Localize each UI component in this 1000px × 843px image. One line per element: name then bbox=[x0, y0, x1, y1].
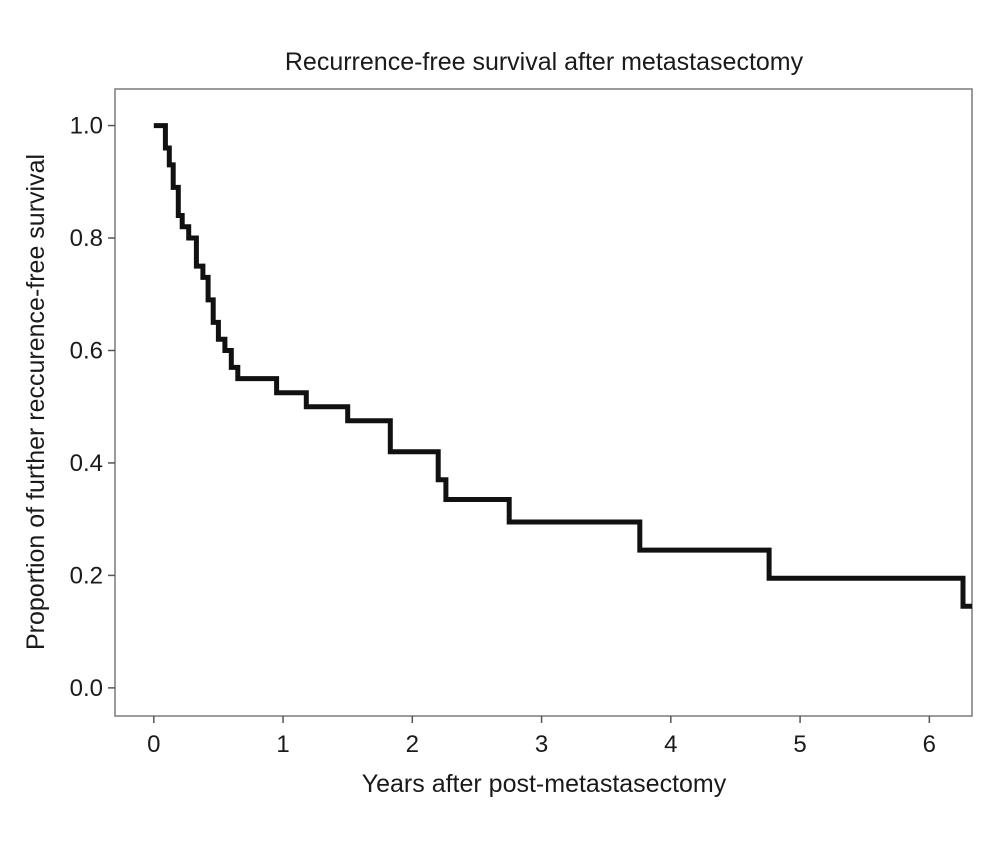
plot-area-frame bbox=[114, 88, 973, 717]
chart-title: Recurrence-free survival after metastase… bbox=[285, 48, 804, 76]
x-tick-label: 2 bbox=[406, 731, 419, 758]
x-tick-label: 3 bbox=[535, 731, 548, 758]
y-tick-label: 1.0 bbox=[70, 113, 103, 140]
y-axis-label: Proportion of further reccurence-free su… bbox=[22, 154, 50, 650]
y-tick-label: 0.6 bbox=[70, 337, 103, 364]
x-tick-label: 4 bbox=[664, 731, 677, 758]
x-axis-label: Years after post-metastasectomy bbox=[362, 770, 727, 798]
x-tick-label: 5 bbox=[793, 731, 806, 758]
x-tick-label: 1 bbox=[276, 731, 289, 758]
x-tick-label: 6 bbox=[923, 731, 936, 758]
x-tick-label: 0 bbox=[147, 731, 160, 758]
y-tick-label: 0.8 bbox=[70, 225, 103, 252]
y-axis: 0.0 0.2 0.4 0.6 0.8 1.0 bbox=[70, 113, 115, 702]
survival-curve bbox=[153, 123, 972, 609]
x-axis: 0 1 2 3 4 5 6 bbox=[147, 716, 936, 758]
y-tick-label: 0.4 bbox=[70, 450, 103, 477]
y-tick-label: 0.2 bbox=[70, 562, 103, 589]
y-tick-label: 0.0 bbox=[70, 675, 103, 702]
